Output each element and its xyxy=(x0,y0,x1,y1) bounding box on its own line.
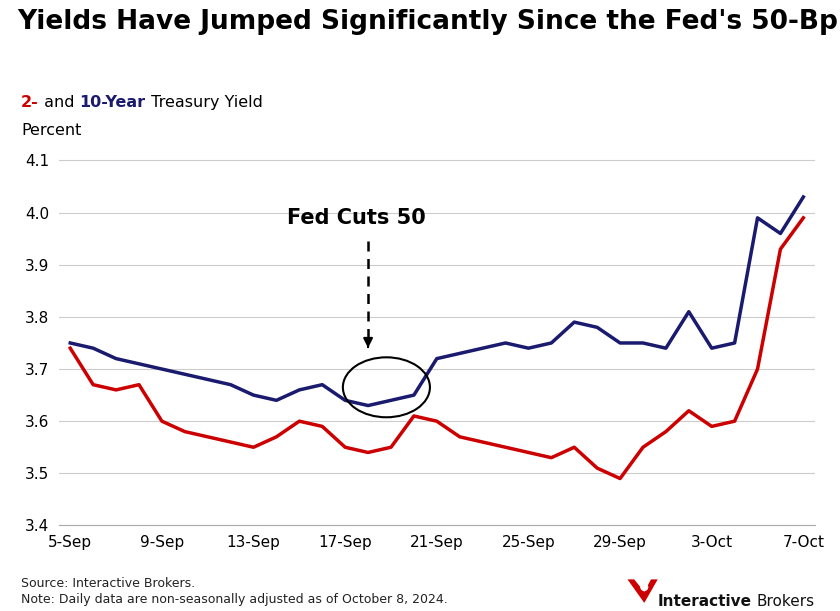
Text: Yields Have Jumped Significantly Since the Fed's 50-Bp Cut: Yields Have Jumped Significantly Since t… xyxy=(17,9,840,35)
Text: 2-: 2- xyxy=(21,95,39,110)
Text: Source: Interactive Brokers.: Source: Interactive Brokers. xyxy=(21,577,195,590)
Text: Note: Daily data are non-seasonally adjusted as of October 8, 2024.: Note: Daily data are non-seasonally adju… xyxy=(21,593,448,606)
Text: and: and xyxy=(39,95,79,110)
Text: Interactive: Interactive xyxy=(658,594,752,609)
Circle shape xyxy=(640,583,648,591)
Text: 10-Year: 10-Year xyxy=(79,95,145,110)
Text: Treasury Yield: Treasury Yield xyxy=(145,95,262,110)
Polygon shape xyxy=(627,579,658,603)
Text: Brokers: Brokers xyxy=(757,594,815,609)
Text: Percent: Percent xyxy=(21,123,81,138)
Text: Fed Cuts 50: Fed Cuts 50 xyxy=(287,208,426,229)
